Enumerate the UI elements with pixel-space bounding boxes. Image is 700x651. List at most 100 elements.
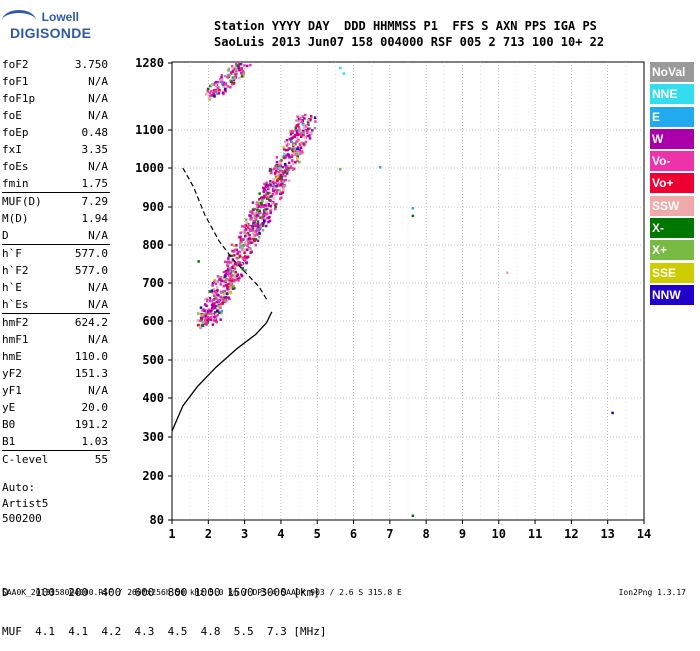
echo-point [290, 129, 293, 133]
echo-point [227, 257, 230, 260]
echo-point [285, 172, 289, 175]
echo-point [259, 211, 262, 215]
echo-point [267, 196, 270, 199]
echo-point [300, 135, 303, 138]
echo-point [213, 294, 216, 297]
echo-point [200, 312, 203, 316]
echo-point [220, 76, 223, 79]
echo-point [284, 155, 288, 159]
echo-point [269, 209, 272, 212]
x-tick-label: 1 [168, 527, 175, 541]
param-key: hmE [2, 350, 22, 363]
echo-point [212, 302, 215, 306]
echo-point [293, 152, 296, 156]
echo-point [256, 225, 260, 229]
echo-point [207, 87, 210, 91]
param-separator [2, 450, 110, 451]
echo-point [263, 204, 266, 207]
echo-point [285, 139, 289, 142]
echo-point [299, 129, 302, 133]
echo-point [231, 287, 235, 290]
echo-point [295, 153, 298, 156]
echo-point [303, 135, 307, 139]
echo-point [299, 117, 302, 120]
echo-point [213, 311, 217, 314]
logo-line1: Lowell [41, 10, 79, 24]
echo-point [211, 313, 215, 317]
y-tick-label: 1280 [135, 56, 164, 70]
param-row: fmin 1.75 [2, 175, 110, 192]
legend-entry: SSW [650, 195, 694, 216]
echo-point [302, 133, 305, 137]
param-row: hmE 110.0 [2, 348, 110, 365]
x-tick-label: 2 [205, 527, 212, 541]
echo-point [232, 250, 236, 253]
param-row: h`E N/A [2, 279, 110, 296]
echo-point [222, 270, 226, 274]
echo-point [268, 169, 272, 172]
echo-point [232, 284, 235, 288]
param-row: foEp 0.48 [2, 124, 110, 141]
echo-point [267, 204, 270, 207]
echo-point [313, 116, 317, 119]
echo-point [213, 278, 217, 282]
echo-point [299, 133, 302, 136]
echo-point [299, 146, 303, 149]
echo-point [205, 313, 208, 316]
echo-point [269, 184, 273, 187]
echo-point [234, 65, 238, 69]
echo-point [248, 234, 251, 237]
param-key: D [2, 229, 9, 242]
echo-point [279, 176, 282, 179]
echo-point [309, 118, 312, 121]
y-tick-label: 400 [142, 391, 164, 405]
echo-point [287, 168, 290, 171]
echo-point [302, 144, 306, 147]
echo-point [212, 288, 216, 291]
echo-point [229, 86, 232, 89]
echo-point [262, 197, 265, 200]
param-row: foF1p N/A [2, 90, 110, 107]
legend-entry: NNE [650, 84, 694, 105]
echo-point [254, 230, 257, 233]
echo-point [283, 162, 287, 166]
echo-point [240, 274, 244, 278]
echo-point [223, 299, 226, 302]
echo-point [289, 138, 292, 141]
echo-point [228, 277, 232, 280]
logo-arc-icon [2, 10, 36, 31]
echo-point [282, 189, 285, 192]
echo-point [256, 214, 259, 217]
echo-point [240, 69, 243, 72]
echo-point [240, 72, 244, 75]
echo-point [225, 284, 229, 287]
echo-point [228, 73, 231, 77]
echo-point [284, 140, 287, 143]
echo-point [294, 129, 297, 132]
echo-point [257, 235, 261, 239]
echo-point [254, 222, 258, 226]
echo-point [258, 209, 261, 212]
echo-point [290, 166, 293, 170]
echo-point [302, 131, 306, 135]
echo-point [262, 224, 265, 227]
echo-point [293, 135, 296, 138]
echo-point [284, 174, 287, 178]
echo-point [276, 184, 279, 187]
echo-point [246, 244, 249, 247]
echo-point [240, 273, 243, 276]
param-row: foF1 N/A [2, 73, 110, 90]
echo-point [245, 242, 248, 245]
echo-point [239, 238, 243, 241]
echo-point [230, 281, 233, 285]
echo-point [282, 146, 285, 149]
echo-point [227, 272, 231, 275]
echo-point [254, 238, 258, 241]
echo-point [215, 286, 219, 289]
echo-point [241, 248, 244, 251]
echo-point [231, 70, 234, 73]
echo-point [218, 299, 222, 302]
echo-point [295, 140, 298, 143]
y-tick-label: 1100 [135, 123, 164, 137]
echo-point [205, 304, 208, 308]
